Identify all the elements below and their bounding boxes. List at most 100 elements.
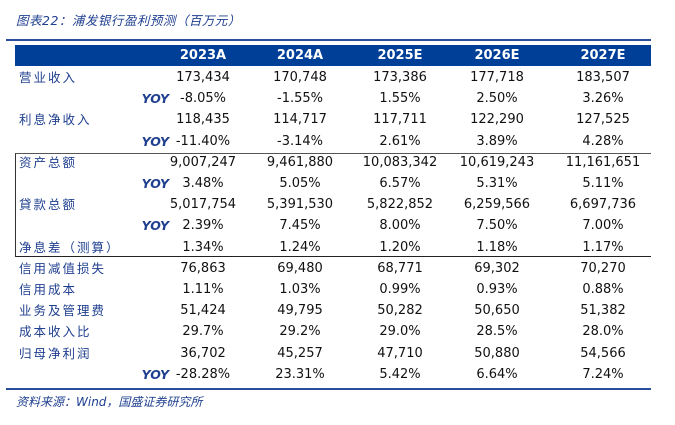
- cell-value: 6,259,566: [463, 197, 531, 213]
- top-rule: [6, 39, 651, 41]
- cell-value: 5.11%: [582, 176, 624, 191]
- cell-value: 5,822,852: [366, 197, 434, 213]
- cell-value: 2.61%: [379, 133, 421, 149]
- cell-value: 10,083,342: [362, 154, 438, 170]
- cell-value: 51,424: [180, 303, 226, 319]
- cell-value: 173,434: [176, 70, 230, 85]
- column-header: 2026E: [474, 48, 520, 63]
- cell-value: 1.34%: [182, 239, 224, 255]
- cell-value: 29.2%: [279, 324, 321, 340]
- row-label: 净息差（测算）: [19, 239, 121, 255]
- table-row: YOY -8.05% -1.55% 1.55% 2.50% 3.26%: [15, 88, 651, 109]
- cell-value: 29.0%: [379, 324, 421, 340]
- cell-value: 3.48%: [182, 176, 224, 191]
- table-row: 归母净利润 36,702 45,257 47,710 50,880 54,566: [15, 343, 651, 364]
- yoy-label: YOY: [141, 133, 169, 149]
- cell-value: -1.55%: [277, 91, 323, 107]
- row-label: 信用成本: [19, 282, 78, 297]
- cell-value: -28.28%: [175, 366, 231, 382]
- bottom-rule: [6, 388, 651, 390]
- cell-value: 117,711: [373, 112, 427, 128]
- cell-value: 50,650: [474, 303, 520, 319]
- cell-value: 8.00%: [379, 218, 421, 234]
- cell-value: 3.26%: [582, 91, 624, 107]
- row-label: 成本收入比: [19, 324, 92, 340]
- yoy-label: YOY: [141, 366, 169, 382]
- table-row: 成本收入比 29.7% 29.2% 29.0% 28.5% 28.0%: [15, 321, 651, 342]
- table-header: 2023A 2024A 2025E 2026E 2027E: [15, 45, 651, 66]
- table-row: 貸款总额 5,017,754 5,391,530 5,822,852 6,259,566…: [15, 194, 651, 215]
- cell-value: 28.0%: [582, 324, 624, 340]
- row-label: 营业收入: [19, 70, 78, 85]
- cell-value: 170,748: [273, 70, 327, 85]
- row-label: 资产总额: [19, 154, 78, 170]
- cell-value: 183,507: [576, 70, 630, 85]
- cell-value: 7.00%: [582, 218, 624, 234]
- cell-value: 45,257: [277, 345, 323, 361]
- cell-value: 1.24%: [279, 239, 321, 255]
- row-label: 归母净利润: [19, 345, 92, 361]
- cell-value: 1.03%: [279, 282, 321, 297]
- cell-value: 50,880: [474, 345, 520, 361]
- cell-value: 47,710: [377, 345, 423, 361]
- cell-value: 173,386: [373, 70, 427, 85]
- table-row: 资产总额 9,007,247 9,461,880 10,083,342 10,619,2…: [15, 152, 651, 173]
- cell-value: 1.20%: [379, 239, 421, 255]
- balance-sheet-box: [15, 153, 651, 257]
- cell-value: 2.39%: [182, 218, 224, 234]
- cell-value: 1.17%: [582, 239, 624, 255]
- yoy-label: YOY: [141, 218, 169, 234]
- cell-value: 69,302: [474, 260, 520, 276]
- cell-value: 23.31%: [275, 366, 325, 382]
- cell-value: 7.45%: [279, 218, 321, 234]
- table-row: YOY -28.28% 23.31% 5.42% 6.64% 7.24%: [15, 364, 651, 385]
- cell-value: 5.42%: [379, 366, 421, 382]
- cell-value: 5.31%: [476, 176, 518, 191]
- cell-value: 4.28%: [582, 133, 624, 149]
- cell-value: 51,382: [580, 303, 626, 319]
- cell-value: 1.11%: [182, 282, 224, 297]
- cell-value: 122,290: [470, 112, 524, 128]
- cell-value: 0.99%: [379, 282, 421, 297]
- yoy-label: YOY: [141, 91, 169, 107]
- column-header: 2023A: [179, 48, 227, 63]
- source-note: 资料来源：Wind，国盛证券研究所: [16, 395, 203, 409]
- cell-value: 7.24%: [582, 366, 624, 382]
- cell-value: -11.40%: [175, 133, 231, 149]
- row-label: 貸款总额: [19, 197, 78, 213]
- cell-value: 0.93%: [476, 282, 518, 297]
- table-row: YOY 3.48% 5.05% 6.57% 5.31% 5.11%: [15, 173, 651, 194]
- column-header: 2027E: [580, 48, 626, 63]
- cell-value: 6.64%: [476, 366, 518, 382]
- cell-value: 10,619,243: [459, 154, 535, 170]
- cell-value: 118,435: [176, 112, 230, 128]
- cell-value: 5,391,530: [266, 197, 334, 213]
- cell-value: -3.14%: [277, 133, 323, 149]
- cell-value: 54,566: [580, 345, 626, 361]
- cell-value: 127,525: [576, 112, 630, 128]
- cell-value: 29.7%: [182, 324, 224, 340]
- yoy-label: YOY: [141, 176, 169, 191]
- cell-value: 9,461,880: [266, 154, 334, 170]
- row-label: 利息净收入: [19, 112, 92, 128]
- row-label: 信用减值损失: [19, 260, 107, 276]
- cell-value: 0.88%: [582, 282, 624, 297]
- cell-value: 6.57%: [379, 176, 421, 191]
- table-row: 业务及管理费 51,424 49,795 50,282 50,650 51,382: [15, 300, 651, 321]
- cell-value: 6,697,736: [569, 197, 637, 213]
- cell-value: 114,717: [273, 112, 327, 128]
- cell-value: 69,480: [277, 260, 323, 276]
- cell-value: 177,718: [470, 70, 524, 85]
- cell-value: 9,007,247: [169, 154, 237, 170]
- cell-value: 1.18%: [476, 239, 518, 255]
- cell-value: 70,270: [580, 260, 626, 276]
- table-row: YOY -11.40% -3.14% 2.61% 3.89% 4.28%: [15, 131, 651, 152]
- table-row: 利息净收入 118,435 114,717 117,711 122,290 127,525: [15, 109, 651, 130]
- cell-value: 7.50%: [476, 218, 518, 234]
- cell-value: 36,702: [180, 345, 226, 361]
- cell-value: 5.05%: [279, 176, 321, 191]
- cell-value: 68,771: [377, 260, 423, 276]
- cell-value: 11,161,651: [565, 154, 641, 170]
- row-label: 业务及管理费: [19, 303, 107, 319]
- cell-value: -8.05%: [180, 91, 226, 107]
